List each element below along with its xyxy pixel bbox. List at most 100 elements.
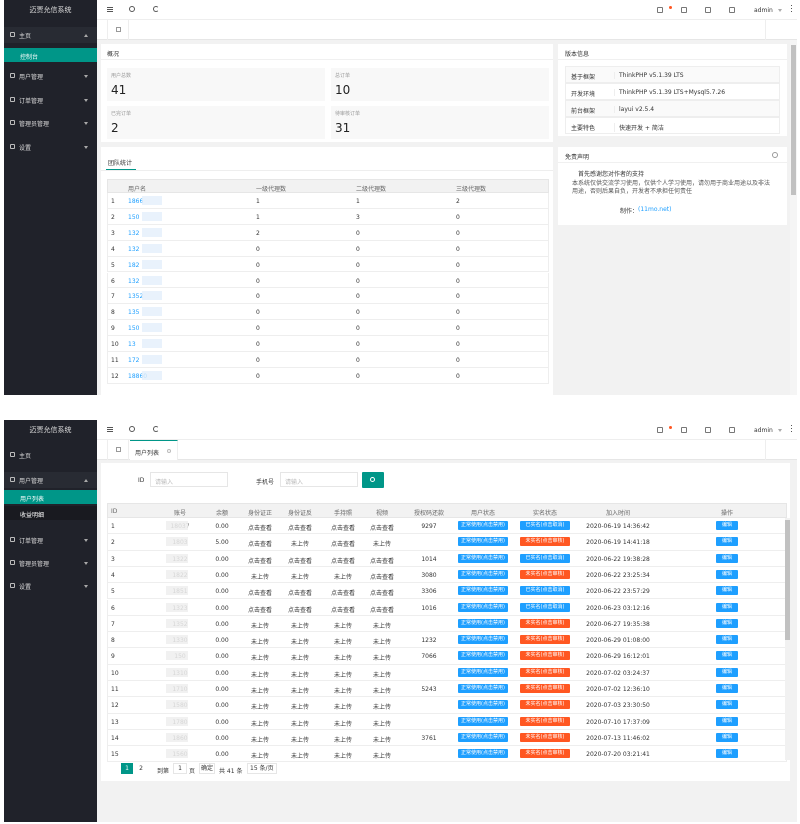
edit-button[interactable]: 编辑 (716, 684, 738, 693)
link[interactable]: (11mo.net) (638, 206, 672, 213)
menu-item[interactable]: 主页 (4, 27, 97, 43)
page-number[interactable]: 1 (121, 763, 133, 774)
user-name[interactable]: admin (754, 427, 773, 434)
search-button[interactable] (362, 472, 384, 488)
menu-item[interactable]: 管理员管理 (4, 555, 97, 571)
table-cell[interactable]: 点击查看 (247, 590, 272, 598)
search-input[interactable]: 请输入 (150, 472, 228, 487)
tab-prev[interactable] (97, 440, 108, 460)
table-cell[interactable]: 点击查看 (287, 590, 312, 598)
column-header[interactable]: 二级代理数 (356, 186, 387, 193)
menu-item[interactable]: 用户管理 (4, 68, 97, 84)
status-badge[interactable]: 正常使用(点击禁用) (458, 537, 508, 547)
edit-button[interactable]: 编辑 (716, 537, 738, 547)
edit-button[interactable]: 编辑 (716, 635, 738, 645)
edit-button[interactable]: 编辑 (716, 521, 738, 530)
header-icon[interactable] (705, 427, 711, 433)
status-badge[interactable]: 未实名(点击审核) (520, 651, 570, 661)
user-name-link[interactable]: 132 (128, 229, 140, 237)
user-name-link[interactable]: 182 (128, 261, 140, 269)
status-badge[interactable]: 未实名(点击审核) (520, 732, 570, 742)
status-badge[interactable]: 未实名(点击审核) (520, 537, 570, 547)
column-header[interactable]: 三级代理数 (456, 186, 487, 193)
status-badge[interactable]: 正常使用(点击禁用) (458, 684, 508, 693)
edit-button[interactable]: 编辑 (716, 602, 738, 612)
status-badge[interactable]: 正常使用(点击禁用) (458, 521, 508, 530)
table-cell[interactable]: 点击查看 (369, 557, 394, 565)
tab-active[interactable]: 用户列表 (130, 440, 178, 460)
tab-close[interactable] (167, 449, 171, 453)
user-name-link[interactable]: 135 (128, 309, 140, 317)
header-icon[interactable] (657, 7, 663, 13)
menu-item[interactable]: 用户管理 (4, 472, 97, 488)
status-badge[interactable]: 未实名(点击审核) (520, 667, 570, 677)
table-cell[interactable]: 点击查看 (247, 541, 272, 549)
menu-item[interactable]: 设置 (4, 139, 97, 155)
search-input[interactable]: 请输入 (280, 472, 358, 487)
user-name[interactable]: admin (754, 7, 773, 14)
table-cell[interactable]: 点击查看 (247, 557, 272, 565)
refresh-icon[interactable] (153, 426, 159, 432)
table-cell[interactable]: 点击查看 (247, 525, 272, 532)
refresh-icon[interactable] (153, 6, 159, 12)
menu-item[interactable]: 主页 (4, 447, 97, 463)
status-badge[interactable]: 正常使用(点击禁用) (458, 586, 508, 596)
edit-button[interactable]: 编辑 (716, 651, 738, 661)
edit-button[interactable]: 编辑 (716, 667, 738, 677)
user-name-link[interactable]: 172 (128, 357, 140, 364)
page-number[interactable]: 2 (139, 765, 143, 772)
status-badge[interactable]: 正常使用(点击禁用) (458, 569, 508, 579)
table-cell[interactable]: 点击查看 (330, 525, 355, 532)
tab-next[interactable] (765, 440, 781, 460)
table-cell[interactable]: 点击查看 (369, 573, 394, 581)
user-name-link[interactable]: 132 (128, 245, 140, 253)
edit-button[interactable]: 编辑 (716, 618, 738, 628)
submenu-item[interactable]: 用户列表 (4, 490, 97, 504)
user-name-link[interactable]: 18860 (128, 372, 148, 380)
status-badge[interactable]: 未实名(点击审核) (520, 716, 570, 726)
submenu-item[interactable]: 收益明细 (4, 506, 97, 520)
edit-button[interactable]: 编辑 (716, 732, 738, 742)
status-badge[interactable]: 正常使用(点击禁用) (458, 732, 508, 742)
website-icon[interactable] (129, 6, 135, 12)
status-badge[interactable]: 未实名(点击审核) (520, 700, 570, 710)
header-icon[interactable] (705, 7, 711, 13)
status-badge[interactable]: 正常使用(点击禁用) (458, 553, 508, 563)
status-badge[interactable]: 正常使用(点击禁用) (458, 618, 508, 628)
status-badge[interactable]: 未实名(点击审核) (520, 618, 570, 628)
status-badge[interactable]: 未实名(点击审核) (520, 569, 570, 579)
status-badge[interactable]: 已实名(点击取消) (520, 553, 570, 563)
user-name-link[interactable]: 1352 (128, 293, 144, 301)
header-icon[interactable] (657, 427, 663, 433)
menu-item[interactable]: 管理员管理 (4, 115, 97, 131)
status-badge[interactable]: 已实名(点击取消) (520, 521, 570, 530)
table-cell[interactable]: 点击查看 (287, 606, 312, 614)
confirm-button[interactable]: 确定 (199, 763, 215, 774)
user-name-link[interactable]: 132 (128, 277, 140, 285)
user-name-link[interactable]: 150 (128, 213, 140, 221)
tab-home[interactable] (109, 20, 129, 40)
status-badge[interactable]: 已实名(点击取消) (520, 602, 570, 612)
user-name-link[interactable]: 150 (128, 325, 140, 333)
table-cell[interactable]: 点击查看 (247, 606, 272, 614)
edit-button[interactable]: 编辑 (716, 716, 738, 726)
table-cell[interactable]: 点击查看 (287, 557, 312, 565)
status-badge[interactable]: 已实名(点击取消) (520, 586, 570, 596)
menu-item[interactable]: 订单管理 (4, 532, 97, 548)
tab-prev[interactable] (97, 20, 108, 40)
status-badge[interactable]: 正常使用(点击禁用) (458, 651, 508, 661)
page-size-select[interactable]: 15 条/页 (247, 763, 277, 774)
table-cell[interactable]: 点击查看 (330, 541, 355, 549)
status-badge[interactable]: 正常使用(点击禁用) (458, 700, 508, 710)
page-prev[interactable] (109, 764, 117, 774)
user-name-link[interactable]: 13 (128, 341, 136, 349)
edit-button[interactable]: 编辑 (716, 749, 738, 759)
table-cell[interactable]: 点击查看 (369, 606, 394, 614)
menu-item[interactable]: 订单管理 (4, 92, 97, 108)
edit-button[interactable]: 编辑 (716, 553, 738, 563)
status-badge[interactable]: 正常使用(点击禁用) (458, 667, 508, 677)
status-badge[interactable]: 正常使用(点击禁用) (458, 716, 508, 726)
table-cell[interactable]: 点击查看 (330, 557, 355, 565)
edit-button[interactable]: 编辑 (716, 569, 738, 579)
status-badge[interactable]: 未实名(点击审核) (520, 635, 570, 645)
